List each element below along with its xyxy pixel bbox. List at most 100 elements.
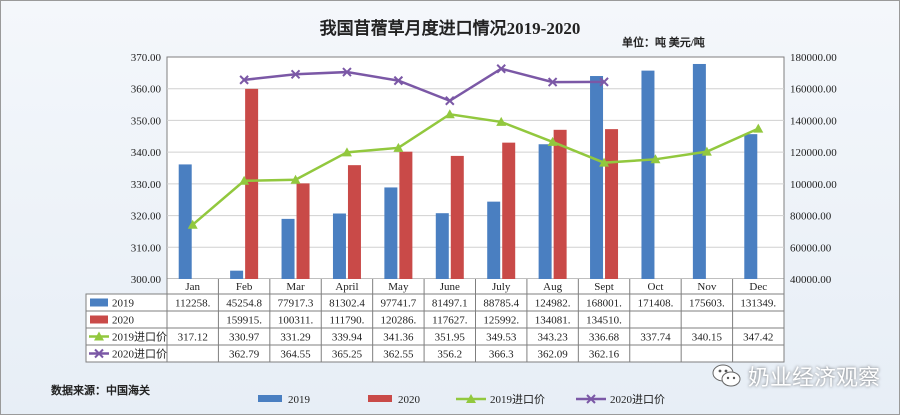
y-right-tick-label: 40000.00 [790, 274, 832, 286]
x-tick-label-Nov: Nov [697, 281, 716, 293]
point-2020进口价 [445, 96, 455, 106]
table-cell-2020-Mar: 100311. [278, 315, 314, 327]
table-cell-2019进口价-April: 339.94 [332, 332, 363, 344]
table-cell-2020进口价-Sept: 362.16 [589, 349, 620, 361]
y-left-tick-label: 300.00 [131, 274, 162, 286]
x-tick-label-April: April [335, 281, 358, 293]
table-cell-2019进口价-Dec: 347.42 [743, 332, 773, 344]
bar-2020-Aug [553, 129, 567, 279]
y-right-tick-label: 80000.00 [790, 211, 832, 223]
y-left-tick-label: 320.00 [131, 211, 162, 223]
table-cell-2019-Nov: 175603. [689, 298, 725, 310]
y-right-tick-label: 180000.00 [790, 52, 837, 64]
table-cell-2019进口价-Feb: 330.97 [229, 332, 260, 344]
x-tick-label-July: July [492, 281, 511, 293]
legend-marker [586, 394, 596, 404]
table-cell-2019进口价-May: 341.36 [383, 332, 414, 344]
table-cell-2020-Feb: 159915. [226, 315, 262, 327]
bar-2019-May [384, 187, 398, 279]
point-2019进口价 [650, 154, 661, 164]
table-cell-2019进口价-June: 351.95 [435, 332, 466, 344]
table-cell-2019进口价-Nov: 340.15 [692, 332, 723, 344]
y-left-tick-label: 310.00 [131, 242, 162, 254]
y-left-tick-label: 330.00 [131, 179, 162, 191]
table-row-label-2019进口价: 2019进口价 [112, 331, 167, 344]
bar-2019-July [487, 201, 501, 279]
point-2019进口价 [341, 147, 352, 157]
table-cell-2020进口价-Aug: 362.09 [538, 349, 569, 361]
point-2019进口价 [393, 142, 404, 152]
table-cell-2020进口价-June: 356.2 [437, 349, 462, 361]
table-key-2019 [90, 298, 108, 307]
table-cell-2020-June: 117627. [432, 315, 468, 327]
legend-label-2020进口价: 2020进口价 [610, 393, 665, 406]
table-cell-2019-Dec: 131349. [740, 298, 776, 310]
bar-2020-May [399, 151, 413, 279]
bar-2020-Mar [296, 183, 310, 279]
table-cell-2020-Aug: 134081. [535, 315, 571, 327]
point-2020进口价 [239, 75, 249, 85]
bar-2019-Aug [538, 144, 552, 279]
table-cell-2020进口价-Feb: 362.79 [229, 349, 260, 361]
unit-label: 单位：吨 美元/吨 [622, 37, 705, 49]
table-cell-2019进口价-Sept: 336.68 [589, 332, 620, 344]
table-cell-2019-Mar: 77917.3 [278, 298, 314, 310]
table-cell-2019-Sept: 168001. [586, 298, 622, 310]
y-right-tick-label: 60000.00 [790, 242, 832, 254]
table-cell-2019进口价-Mar: 331.29 [280, 332, 311, 344]
x-tick-label-Dec: Dec [749, 281, 767, 293]
x-tick-label-Mar: Mar [286, 281, 305, 293]
bar-2019-Dec [744, 134, 758, 279]
bar-2020-July [502, 142, 516, 279]
y-left-tick-label: 340.00 [131, 147, 162, 159]
bar-2019-Jan [178, 164, 192, 279]
table-cell-2020-May: 120286. [381, 315, 417, 327]
legend-key-2020 [368, 395, 392, 402]
table-cell-2020-July: 125992. [483, 315, 519, 327]
bar-2019-Oct [641, 70, 655, 280]
legend-marker [466, 394, 476, 403]
table-cell-2020-April: 111790. [329, 315, 364, 327]
x-tick-label-Jan: Jan [185, 281, 200, 293]
legend-label-2020: 2020 [398, 394, 421, 406]
table-row-label-2019: 2019 [112, 298, 135, 310]
bar-2019-June [435, 213, 449, 279]
x-tick-label-Sept: Sept [594, 281, 614, 293]
bar-2019-Sept [590, 76, 604, 280]
table-cell-2019进口价-July: 349.53 [486, 332, 517, 344]
table-key-marker [94, 331, 104, 341]
y-left-tick-label: 350.00 [131, 115, 162, 127]
x-tick-label-Oct: Oct [648, 281, 664, 293]
bar-2020-June [450, 155, 464, 279]
watermark-text: 奶业经济观察 [748, 366, 881, 391]
bar-2020-Feb [245, 88, 259, 280]
table-cell-2019-June: 81497.1 [432, 298, 468, 310]
bar-2019-April [332, 213, 346, 279]
chart-title: 我国苜蓿草月度进口情况2019-2020 [319, 19, 581, 38]
point-2019进口价 [496, 116, 507, 126]
point-2020进口价 [496, 64, 506, 74]
point-2020进口价 [599, 77, 609, 87]
table-cell-2020-Sept: 134510. [586, 315, 622, 327]
x-tick-label-May: May [388, 281, 409, 293]
table-cell-2020进口价-July: 366.3 [489, 349, 514, 361]
x-tick-label-Aug: Aug [543, 281, 562, 293]
point-2019进口价 [290, 174, 301, 184]
bar-2019-Nov [692, 63, 706, 280]
point-2019进口价 [547, 136, 558, 146]
point-2019进口价 [239, 175, 250, 185]
legend-key-2019 [258, 395, 282, 402]
point-2019进口价 [187, 219, 198, 229]
table-cell-2019-Oct: 171408. [638, 298, 674, 310]
table-cell-2019进口价-Jan: 317.12 [178, 332, 208, 344]
table-row-label-2020进口价: 2020进口价 [112, 348, 167, 361]
legend-label-2019: 2019 [288, 394, 311, 406]
legend-label-2019进口价: 2019进口价 [490, 393, 545, 406]
bar-2019-Feb [230, 270, 244, 279]
table-cell-2019进口价-Oct: 337.74 [640, 332, 671, 344]
y-left-tick-label: 360.00 [131, 84, 162, 96]
y-right-tick-label: 140000.00 [790, 115, 837, 127]
point-2019进口价 [444, 109, 455, 119]
y-right-tick-label: 100000.00 [790, 179, 837, 191]
